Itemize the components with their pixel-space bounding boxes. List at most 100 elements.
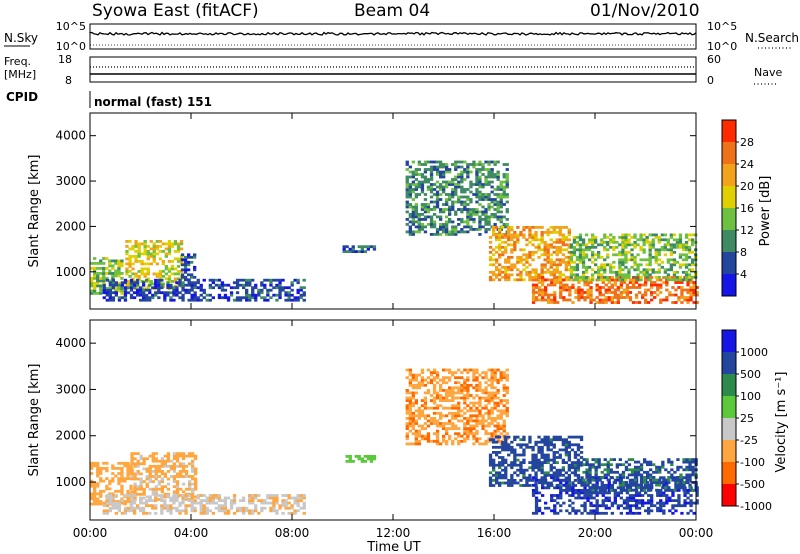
heatmap-cell	[466, 409, 470, 413]
heatmap-cell	[610, 501, 614, 505]
heatmap-cell	[478, 210, 482, 214]
heatmap-cell	[173, 257, 178, 261]
heatmap-cell	[655, 478, 659, 482]
heatmap-cell	[354, 250, 358, 253]
heatmap-cell	[630, 248, 634, 252]
heatmap-cell	[645, 270, 649, 274]
heatmap-cell	[484, 175, 488, 179]
heatmap-cell	[451, 220, 455, 224]
heatmap-cell	[627, 268, 631, 272]
heatmap-cell	[650, 291, 654, 294]
heatmap-cell	[420, 376, 425, 380]
heatmap-cell	[93, 484, 97, 488]
heatmap-cell	[689, 291, 693, 294]
heatmap-cell	[488, 463, 493, 467]
heatmap-cell	[669, 263, 673, 267]
heatmap-cell	[435, 190, 440, 194]
heatmap-cell	[178, 504, 182, 508]
heatmap-cell	[170, 245, 175, 248]
heatmap-cell	[498, 268, 502, 272]
heatmap-cell	[411, 180, 415, 184]
colorbar-swatch	[722, 252, 736, 274]
heatmap-cell	[561, 248, 565, 252]
heatmap-cell	[226, 496, 231, 500]
heatmap-cell	[448, 427, 452, 430]
heatmap-cell	[534, 461, 538, 464]
heatmap-cell	[591, 255, 595, 259]
heatmap-cell	[534, 453, 538, 457]
heatmap-cell	[179, 270, 184, 273]
heatmap-cell	[202, 499, 206, 502]
heatmap-cell	[472, 228, 476, 231]
heatmap-cell	[493, 208, 497, 211]
heatmap-cell	[188, 452, 192, 455]
heatmap-cell	[232, 499, 237, 502]
heatmap-cell	[417, 432, 421, 436]
heatmap-cell	[654, 236, 658, 239]
heatmap-cell	[142, 506, 146, 510]
heatmap-cell	[490, 173, 494, 176]
heatmap-cell	[131, 255, 135, 258]
heatmap-cell	[603, 278, 607, 282]
heatmap-cell	[93, 497, 97, 501]
heatmap-cell	[686, 296, 690, 299]
heatmap-cell	[484, 432, 488, 436]
heatmap-cell	[417, 185, 421, 189]
heatmap-cell	[650, 283, 654, 287]
heatmap-cell	[180, 275, 185, 279]
heatmap-cell	[369, 245, 374, 249]
heatmap-cell	[345, 460, 349, 463]
heatmap-cell	[549, 448, 553, 452]
heatmap-cell	[142, 496, 146, 500]
heatmap-cell	[619, 486, 623, 490]
heatmap-cell	[93, 500, 97, 503]
heatmap-cell	[495, 471, 499, 475]
heatmap-cell	[576, 476, 581, 480]
heatmap-cell	[469, 163, 473, 166]
colorbar-swatch	[722, 208, 736, 230]
heatmap-cell	[674, 288, 678, 292]
heatmap-cell	[475, 409, 479, 413]
heatmap-cell	[160, 499, 164, 502]
heatmap-cell	[639, 238, 643, 242]
heatmap-cell	[689, 293, 693, 297]
heatmap-cell	[674, 499, 678, 502]
heatmap-cell	[281, 494, 285, 497]
heatmap-cell	[603, 258, 607, 262]
heatmap-cell	[137, 247, 141, 251]
heatmap-cell	[90, 289, 94, 293]
heatmap-cell	[130, 492, 134, 496]
heatmap-cell	[429, 406, 434, 410]
heatmap-cell	[621, 476, 626, 479]
heatmap-cell	[194, 485, 198, 489]
heatmap-cell	[448, 368, 452, 372]
heatmap-cell	[591, 240, 595, 244]
heatmap-cell	[564, 445, 568, 449]
heatmap-cell	[420, 404, 425, 408]
heatmap-cell	[278, 293, 282, 297]
colorbar-tick-label: 4	[740, 268, 747, 281]
heatmap-cell	[108, 509, 112, 513]
heatmap-cell	[435, 173, 440, 176]
heatmap-cell	[475, 208, 479, 211]
heatmap-cell	[405, 437, 409, 441]
heatmap-cell	[580, 489, 584, 492]
heatmap-cell	[540, 238, 544, 242]
heatmap-cell	[607, 489, 611, 492]
heatmap-cell	[660, 245, 664, 249]
heatmap-cell	[411, 378, 415, 382]
heatmap-cell	[567, 468, 571, 472]
heatmap-cell	[417, 442, 421, 446]
heatmap-cell	[498, 233, 502, 237]
heatmap-cell	[574, 496, 578, 500]
heatmap-cell	[584, 275, 589, 279]
heatmap-cell	[142, 288, 146, 292]
heatmap-cell	[155, 272, 159, 276]
heatmap-cell	[671, 276, 675, 279]
heatmap-cell	[513, 263, 517, 267]
heatmap-cell	[435, 381, 440, 385]
heatmap-cell	[426, 160, 431, 164]
heatmap-cell	[556, 281, 560, 284]
heatmap-cell	[432, 371, 437, 374]
heatmap-cell	[502, 386, 506, 390]
